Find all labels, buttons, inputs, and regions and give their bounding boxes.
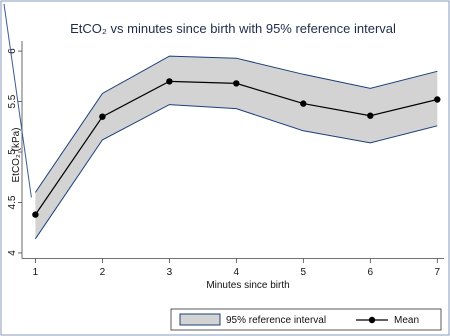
x-tick-label: 2	[100, 267, 106, 278]
y-tick-label: 5.5	[7, 94, 18, 108]
y-axis-title: EtCO₂ (kPa)	[11, 128, 22, 183]
x-tick-label: 6	[368, 267, 374, 278]
x-tick-label: 5	[301, 267, 307, 278]
legend: 95% reference interval Mean	[171, 309, 441, 330]
x-axis-title: Minutes since birth	[206, 280, 289, 291]
chart-title: EtCO₂ vs minutes since birth with 95% re…	[70, 21, 396, 36]
mean-point	[233, 80, 239, 86]
y-tick-label: 4.5	[7, 195, 18, 209]
y-tick-label: 6	[7, 48, 18, 54]
x-tick-label: 3	[167, 267, 173, 278]
y-tick-label: 4	[7, 250, 18, 256]
mean-point	[32, 211, 38, 217]
mean-point	[300, 100, 306, 106]
legend-band-swatch	[180, 314, 220, 325]
legend-mean-marker	[369, 317, 375, 323]
mean-point	[166, 78, 172, 84]
mean-point	[434, 96, 440, 102]
x-tick-label: 1	[33, 267, 39, 278]
legend-band-label: 95% reference interval	[226, 315, 326, 326]
x-tick-label: 4	[234, 267, 240, 278]
mean-point	[367, 113, 373, 119]
x-tick-label: 7	[435, 267, 441, 278]
mean-point	[99, 114, 105, 120]
legend-mean-label: Mean	[394, 315, 419, 326]
